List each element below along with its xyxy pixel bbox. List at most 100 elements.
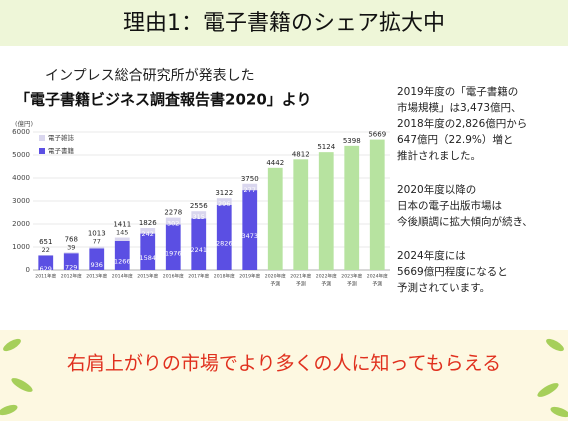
bar-value-label: 277 bbox=[244, 186, 256, 194]
x-tick-label: 2013年度 bbox=[86, 273, 107, 280]
leaf-decoration bbox=[0, 338, 568, 418]
note-text: 2024年度には bbox=[397, 249, 466, 262]
bar bbox=[140, 228, 156, 234]
bar-value-label: 77 bbox=[93, 238, 101, 246]
bar-value-label: 4812 bbox=[292, 150, 310, 158]
x-tick-label: 2023年度 bbox=[341, 273, 362, 280]
bar-value-label: 315 bbox=[193, 213, 205, 221]
legend-label: 電子書籍 bbox=[48, 146, 75, 155]
bar bbox=[114, 240, 130, 270]
x-tick-label: 2016年度 bbox=[163, 273, 184, 280]
note-text: 5669億円程度になると bbox=[397, 265, 508, 278]
bar-value-label: 2241 bbox=[190, 246, 207, 254]
x-tick-note: 予測 bbox=[270, 281, 280, 288]
bar-value-label: 145 bbox=[116, 229, 128, 237]
bar bbox=[216, 205, 232, 270]
bar-value-label: 4442 bbox=[266, 159, 284, 167]
bar bbox=[89, 248, 105, 270]
y-tick-label: 5000 bbox=[12, 151, 30, 159]
x-tick-note: 予測 bbox=[347, 281, 357, 288]
bar bbox=[293, 159, 309, 270]
bar-value-label: 302 bbox=[167, 220, 179, 228]
bar bbox=[318, 152, 334, 270]
bar bbox=[63, 252, 79, 254]
x-tick-label: 2021年度 bbox=[290, 273, 311, 280]
legend-swatch bbox=[39, 148, 45, 154]
x-tick-label: 2020年度 bbox=[265, 273, 286, 280]
bar-value-label: 2826 bbox=[216, 240, 233, 248]
y-tick-label: 4000 bbox=[12, 174, 30, 182]
note-text: 推計されました。 bbox=[397, 149, 481, 162]
legend-label: 電子雑誌 bbox=[48, 133, 75, 142]
total-label: 651 bbox=[39, 238, 52, 246]
bar bbox=[165, 217, 181, 225]
bar bbox=[267, 167, 283, 270]
note-text: 予測されています。 bbox=[397, 281, 490, 294]
bar bbox=[216, 198, 232, 206]
total-label: 3122 bbox=[215, 189, 233, 197]
header-title: 理由1：電子書籍のシェア拡大中 bbox=[123, 11, 445, 36]
note-text: 2020年度以降の bbox=[397, 183, 476, 196]
note-text: 2018年度の2,826億円から bbox=[397, 117, 527, 130]
header-band bbox=[0, 0, 568, 46]
footer-band bbox=[0, 330, 568, 421]
x-tick-label: 2018年度 bbox=[214, 273, 235, 280]
x-tick-label: 2015年度 bbox=[137, 273, 158, 280]
x-tick-label: 2012年度 bbox=[61, 273, 82, 280]
bar bbox=[114, 237, 130, 241]
bar bbox=[38, 255, 54, 270]
x-tick-label: 2019年度 bbox=[239, 273, 260, 280]
bar bbox=[242, 190, 258, 270]
bar-value-label: 3473 bbox=[241, 232, 258, 240]
total-label: 768 bbox=[65, 235, 78, 243]
bar bbox=[89, 246, 105, 249]
bar-value-label: 1266 bbox=[114, 257, 131, 265]
legend-swatch bbox=[39, 135, 45, 141]
bar bbox=[63, 253, 79, 270]
bar-value-label: 936 bbox=[91, 261, 103, 269]
footer-text: 右肩上がりの市場でより多くの人に知ってもらえる bbox=[67, 353, 501, 375]
note-text: 市場規模」は3,473億円、 bbox=[397, 101, 522, 114]
note-text: 647億円（22.9%）増と bbox=[397, 133, 513, 146]
x-tick-note: 予測 bbox=[296, 281, 306, 288]
x-tick-note: 予測 bbox=[372, 281, 382, 288]
bar-value-label: 1976 bbox=[165, 249, 182, 257]
bar bbox=[191, 211, 207, 219]
y-tick-label: 2000 bbox=[12, 220, 30, 228]
x-tick-label: 2017年度 bbox=[188, 273, 209, 280]
bar-value-label: 629 bbox=[40, 265, 52, 273]
bar bbox=[242, 183, 258, 191]
note-text: 日本の電子出版市場は bbox=[397, 199, 502, 212]
total-label: 2556 bbox=[190, 202, 208, 210]
y-tick-label: 3000 bbox=[12, 197, 30, 205]
note-text: 2019年度の「電子書籍の bbox=[397, 85, 518, 98]
bar-value-label: 729 bbox=[65, 264, 77, 272]
total-label: 3750 bbox=[241, 175, 259, 183]
bar bbox=[369, 139, 385, 270]
bar-value-label: 5398 bbox=[343, 137, 361, 145]
y-axis-label: (億円) bbox=[15, 119, 33, 128]
y-tick-label: 0 bbox=[26, 266, 30, 274]
bar bbox=[344, 145, 360, 270]
x-tick-label: 2024年度 bbox=[367, 273, 388, 280]
bar-value-label: 242 bbox=[142, 230, 154, 238]
total-label: 2278 bbox=[164, 209, 182, 217]
bar-value-label: 296 bbox=[218, 200, 230, 208]
y-tick-label: 6000 bbox=[12, 128, 30, 136]
bar bbox=[191, 218, 207, 270]
bar bbox=[38, 255, 54, 256]
bar-value-label: 1584 bbox=[139, 254, 156, 262]
total-label: 1826 bbox=[139, 219, 157, 227]
bar bbox=[140, 233, 156, 270]
bar bbox=[165, 224, 181, 270]
y-tick-label: 1000 bbox=[12, 243, 30, 251]
x-tick-label: 2014年度 bbox=[112, 273, 133, 280]
x-tick-label: 2011年度 bbox=[35, 273, 56, 280]
total-label: 1013 bbox=[88, 230, 106, 238]
bar-value-label: 5669 bbox=[368, 131, 386, 139]
note-text: 今後順調に拡大傾向が続き、 bbox=[397, 215, 533, 228]
chart-heading: インプレス総合研究所が発表した bbox=[45, 68, 255, 84]
x-tick-label: 2022年度 bbox=[316, 273, 337, 280]
